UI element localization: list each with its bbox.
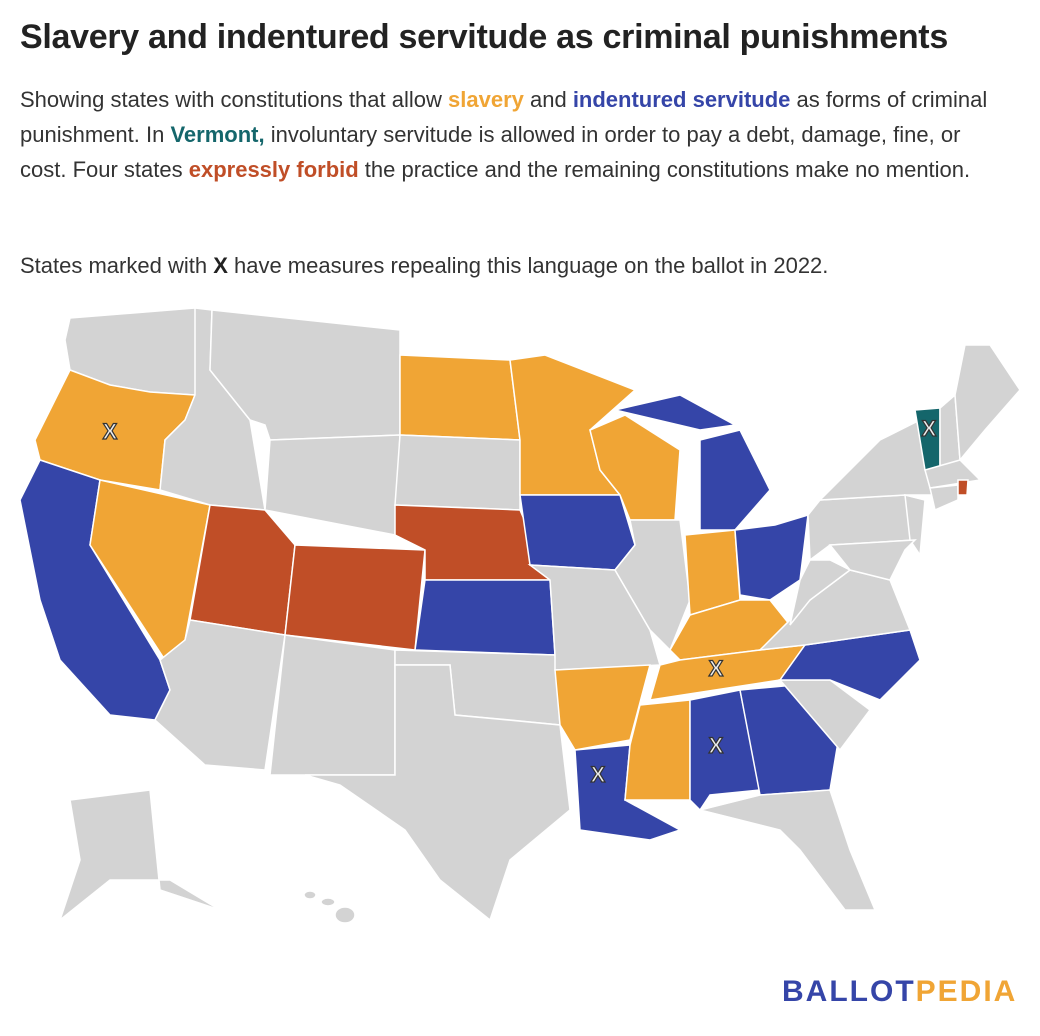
state <box>154 619 286 771</box>
slavery-key: slavery <box>448 87 524 112</box>
state <box>789 559 852 626</box>
servitude-key: indentured servitude <box>572 87 791 112</box>
state <box>734 513 809 601</box>
state <box>304 664 571 922</box>
forbid-key: expressly forbid <box>188 157 359 182</box>
state <box>929 484 959 512</box>
state <box>957 479 969 496</box>
state <box>699 429 771 531</box>
state <box>954 344 1021 462</box>
text: Showing states with constitutions that a… <box>20 87 449 112</box>
ballot-marker: X <box>591 762 606 787</box>
logo-part: PEDIA <box>915 975 1018 1008</box>
ballot-marker: X <box>709 656 724 681</box>
state <box>399 354 521 441</box>
logo-part: BALLOT <box>782 975 916 1008</box>
state <box>58 789 221 923</box>
state <box>303 890 317 900</box>
text: States marked with <box>20 253 214 278</box>
state <box>828 539 917 581</box>
state <box>394 434 521 511</box>
state <box>269 634 396 776</box>
state <box>414 579 556 656</box>
logo: BALLOTPEDIA <box>782 975 1017 1009</box>
state <box>284 544 426 651</box>
ballot-marker: X <box>922 416 937 441</box>
state <box>320 897 336 907</box>
vermont-key: Vermont, <box>170 122 265 147</box>
state <box>519 494 636 571</box>
state <box>614 394 738 431</box>
state <box>699 789 877 911</box>
state <box>554 664 651 751</box>
text: have measures repealing this language on… <box>227 253 829 278</box>
ballot-marker: X <box>709 733 724 758</box>
state <box>334 906 356 924</box>
note: States marked with X have measures repea… <box>20 253 828 279</box>
text: and <box>523 87 573 112</box>
description: Showing states with constitutions that a… <box>20 82 1010 187</box>
x-key: X <box>213 253 228 278</box>
state <box>209 309 401 441</box>
title: Slavery and indentured servitude as crim… <box>20 18 948 56</box>
ballot-marker: X <box>103 419 118 444</box>
text: as forms of criminal punishment. In <box>20 87 988 147</box>
state <box>614 519 691 652</box>
state <box>818 418 936 501</box>
text: involuntary servitude is allowed in orde… <box>20 122 961 182</box>
state <box>264 434 401 536</box>
text: the practice and the remaining constitut… <box>358 157 971 182</box>
